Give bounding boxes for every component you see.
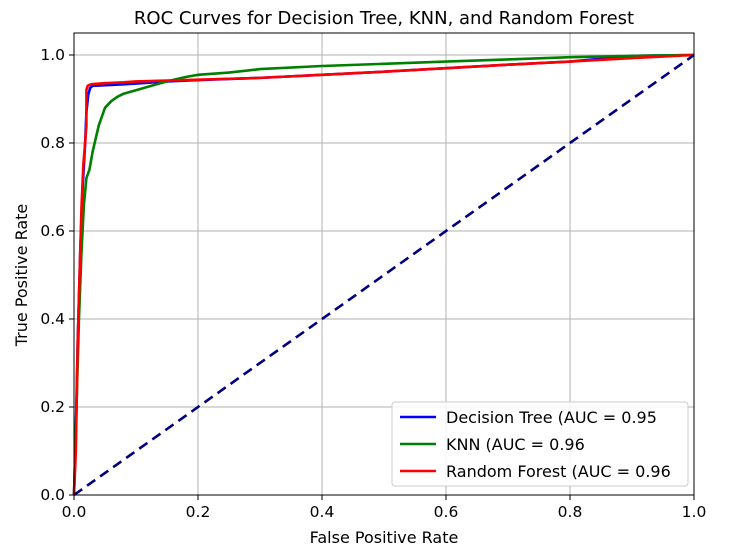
series-line-2 [72, 53, 695, 496]
y-tick-label: 0.4 [40, 310, 65, 328]
x-tick-label: 1.0 [682, 503, 707, 521]
x-tick-label: 0.6 [434, 503, 459, 521]
y-axis-ticks: 0.0 0.2 0.4 0.6 0.8 1.0 [40, 46, 74, 504]
x-tick-label: 0.8 [558, 503, 583, 521]
y-axis-label: True Positive Rate [12, 204, 31, 348]
y-tick-label: 0.8 [40, 134, 65, 152]
legend-label: KNN (AUC = 0.96 [446, 435, 585, 454]
x-tick-label: 0.0 [62, 503, 87, 521]
chart-title: ROC Curves for Decision Tree, KNN, and R… [134, 8, 634, 29]
y-tick-label: 0.0 [40, 486, 65, 504]
x-axis-label: False Positive Rate [310, 528, 459, 547]
series-line-3 [72, 53, 695, 496]
legend-label: Decision Tree (AUC = 0.95 [446, 408, 657, 427]
legend-box [391, 401, 689, 487]
x-tick-label: 0.2 [186, 503, 211, 521]
legend-label: Random Forest (AUC = 0.96 [446, 462, 671, 481]
y-tick-label: 0.2 [40, 398, 65, 416]
legend: Decision Tree (AUC = 0.95 KNN (AUC = 0.96… [391, 401, 689, 487]
y-tick-label: 0.6 [40, 222, 65, 240]
diagonal-reference-line [73, 53, 695, 497]
y-tick-label: 1.0 [40, 46, 65, 64]
x-tick-label: 0.4 [310, 503, 335, 521]
x-axis-ticks: 0.0 0.2 0.4 0.6 0.8 1.0 [62, 495, 707, 521]
series-layer [72, 53, 695, 497]
plot-frame [73, 32, 695, 496]
